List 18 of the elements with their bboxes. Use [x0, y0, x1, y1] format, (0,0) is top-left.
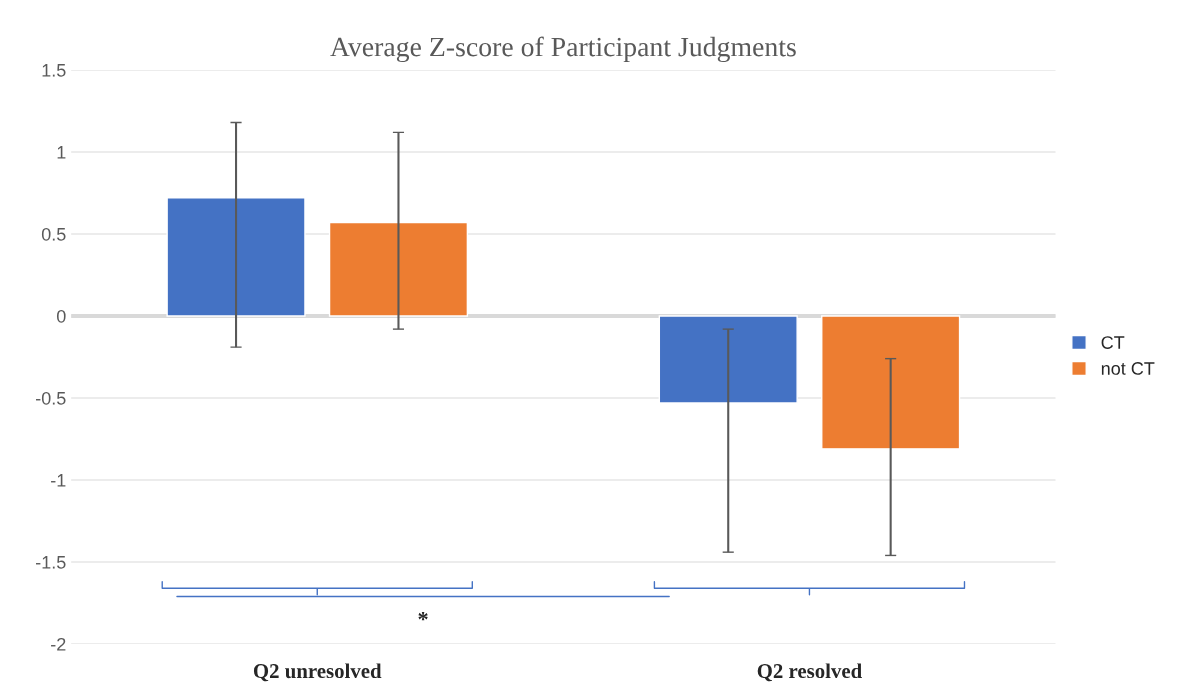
legend-label: CT — [1101, 336, 1125, 349]
y-tick-label: -2 — [51, 637, 66, 651]
bar — [328, 221, 469, 317]
y-tick-label: -1.5 — [35, 556, 66, 569]
x-tick-label: Q2 resolved — [757, 663, 862, 682]
y-tick-label: 1.5 — [42, 64, 66, 77]
bar — [658, 315, 798, 404]
annotation: * — [418, 611, 428, 621]
y-tick-label: -1 — [51, 474, 66, 487]
y-tick-label: 1 — [57, 146, 66, 159]
x-tick-label: Q2 unresolved — [253, 663, 382, 682]
y-tick-label: -0.5 — [35, 391, 66, 405]
bar — [166, 197, 306, 317]
legend-label: not CT — [1101, 362, 1155, 375]
bar — [821, 315, 961, 450]
y-tick-label: 0.5 — [41, 227, 66, 241]
chart-title: Average Z-score of Participant Judgments — [330, 36, 796, 63]
y-tick-label: 0 — [56, 309, 66, 323]
